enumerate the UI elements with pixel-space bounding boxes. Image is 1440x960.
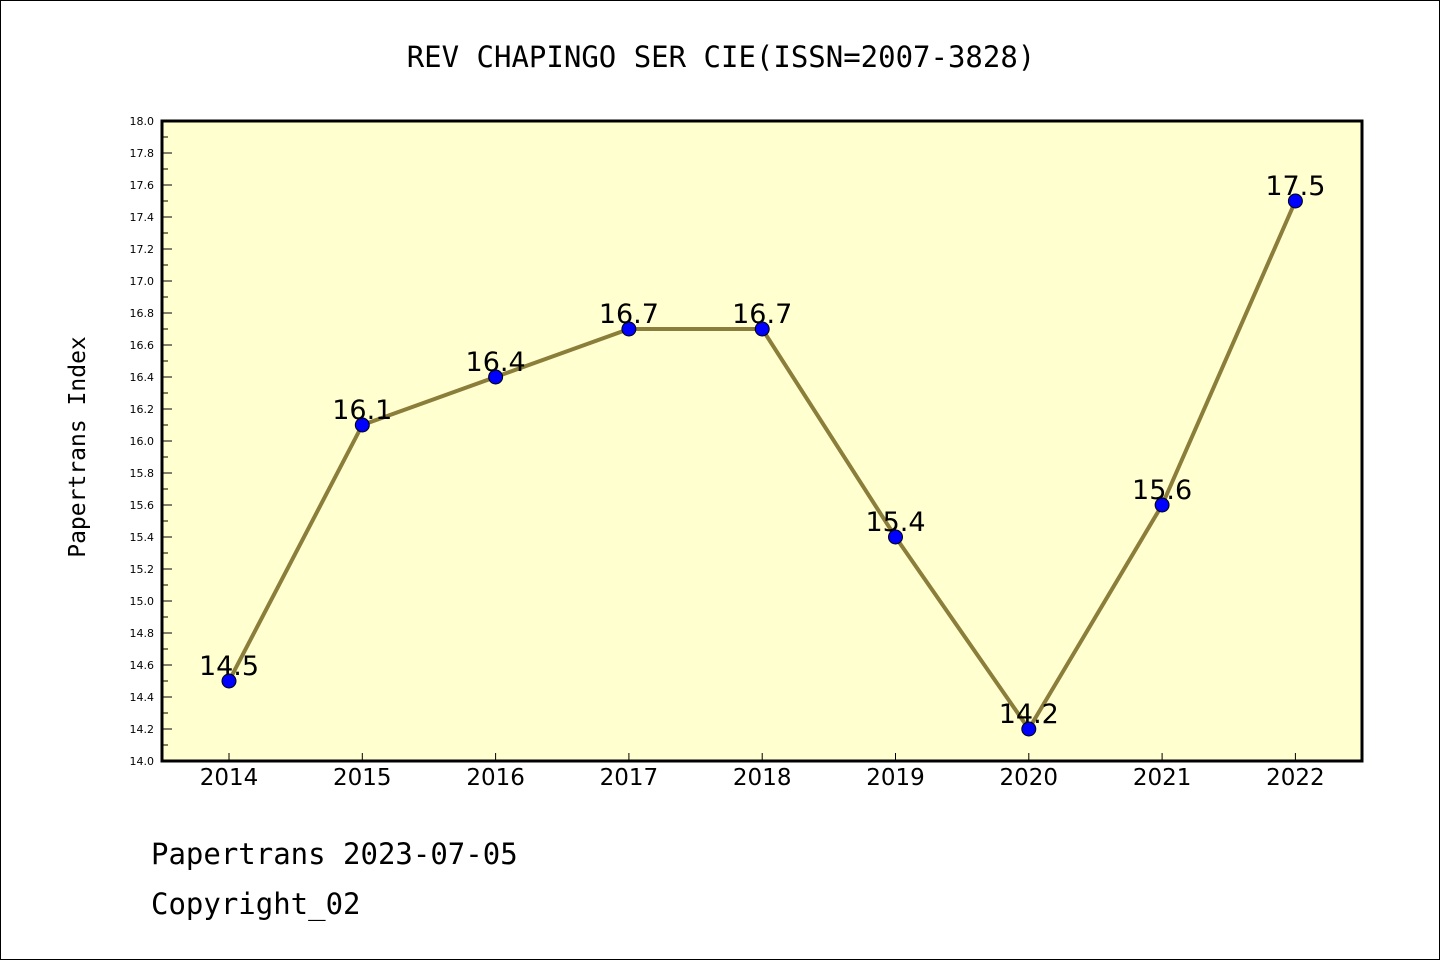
footer-copyright: Copyright_02	[151, 887, 361, 921]
y-tick-label: 16.6	[130, 339, 155, 352]
y-tick-label: 14.8	[130, 627, 155, 640]
y-tick-label: 16.4	[130, 371, 155, 384]
x-tick-label: 2021	[1133, 765, 1192, 791]
footer-date: Papertrans 2023-07-05	[151, 837, 518, 871]
y-tick-label: 14.4	[130, 691, 155, 704]
data-label: 15.4	[865, 507, 925, 538]
data-label: 16.4	[466, 347, 526, 378]
x-axis-ticks: 2014 2015 2016 2017 2018 2019 2020 2021 2022	[200, 753, 1325, 791]
y-tick-label: 15.2	[130, 563, 155, 576]
y-tick-label: 18.0	[130, 115, 155, 128]
y-tick-label: 15.4	[130, 531, 155, 544]
y-tick-label: 17.6	[130, 179, 155, 192]
data-point	[221, 673, 237, 689]
y-tick-label: 15.8	[130, 467, 155, 480]
data-point	[488, 369, 504, 385]
y-tick-label: 15.0	[130, 595, 155, 608]
data-label: 16.1	[332, 395, 392, 426]
x-tick-label: 2018	[733, 765, 792, 791]
data-point	[621, 321, 637, 337]
y-axis-label: Papertrans Index	[65, 336, 91, 558]
y-tick-label: 14.6	[130, 659, 155, 672]
data-label: 16.7	[732, 299, 792, 330]
data-point	[1287, 193, 1303, 209]
y-tick-label: 17.2	[130, 243, 155, 256]
data-label: 17.5	[1265, 171, 1325, 202]
data-point	[1021, 721, 1037, 737]
y-tick-label: 17.4	[130, 211, 155, 224]
y-tick-label: 16.2	[130, 403, 155, 416]
y-tick-label: 16.8	[130, 307, 155, 320]
x-tick-label: 2017	[600, 765, 659, 791]
x-tick-label: 2015	[333, 765, 392, 791]
chart-title: REV CHAPINGO SER CIE(ISSN=2007-3828)	[407, 40, 1036, 74]
x-tick-label: 2020	[1000, 765, 1059, 791]
data-point	[354, 417, 370, 433]
x-tick-label: 2022	[1266, 765, 1325, 791]
y-tick-label: 17.0	[130, 275, 155, 288]
series-line-group: 14.5 16.1 16.4 16.7 16.7 15.4 14.2 15.6 17.5	[199, 171, 1325, 737]
y-tick-label: 17.8	[130, 147, 155, 160]
y-tick-label: 15.6	[130, 499, 155, 512]
data-label: 15.6	[1132, 475, 1192, 506]
x-tick-label: 2014	[200, 765, 259, 791]
plot-area	[160, 119, 1364, 763]
data-label: 14.5	[199, 651, 259, 682]
x-tick-label: 2019	[866, 765, 925, 791]
data-point	[754, 321, 770, 337]
y-axis-ticks: 14.0 14.2 14.4 14.6 14.8 15.0 15.2 15.4 15.6 15.8…	[130, 115, 172, 768]
y-tick-label: 14.0	[130, 755, 155, 768]
x-tick-label: 2016	[466, 765, 525, 791]
y-tick-label: 16.0	[130, 435, 155, 448]
y-tick-label: 14.2	[130, 723, 155, 736]
data-point	[888, 529, 903, 545]
data-point	[1154, 497, 1170, 513]
data-label: 16.7	[599, 299, 659, 330]
data-label: 14.2	[999, 699, 1059, 730]
